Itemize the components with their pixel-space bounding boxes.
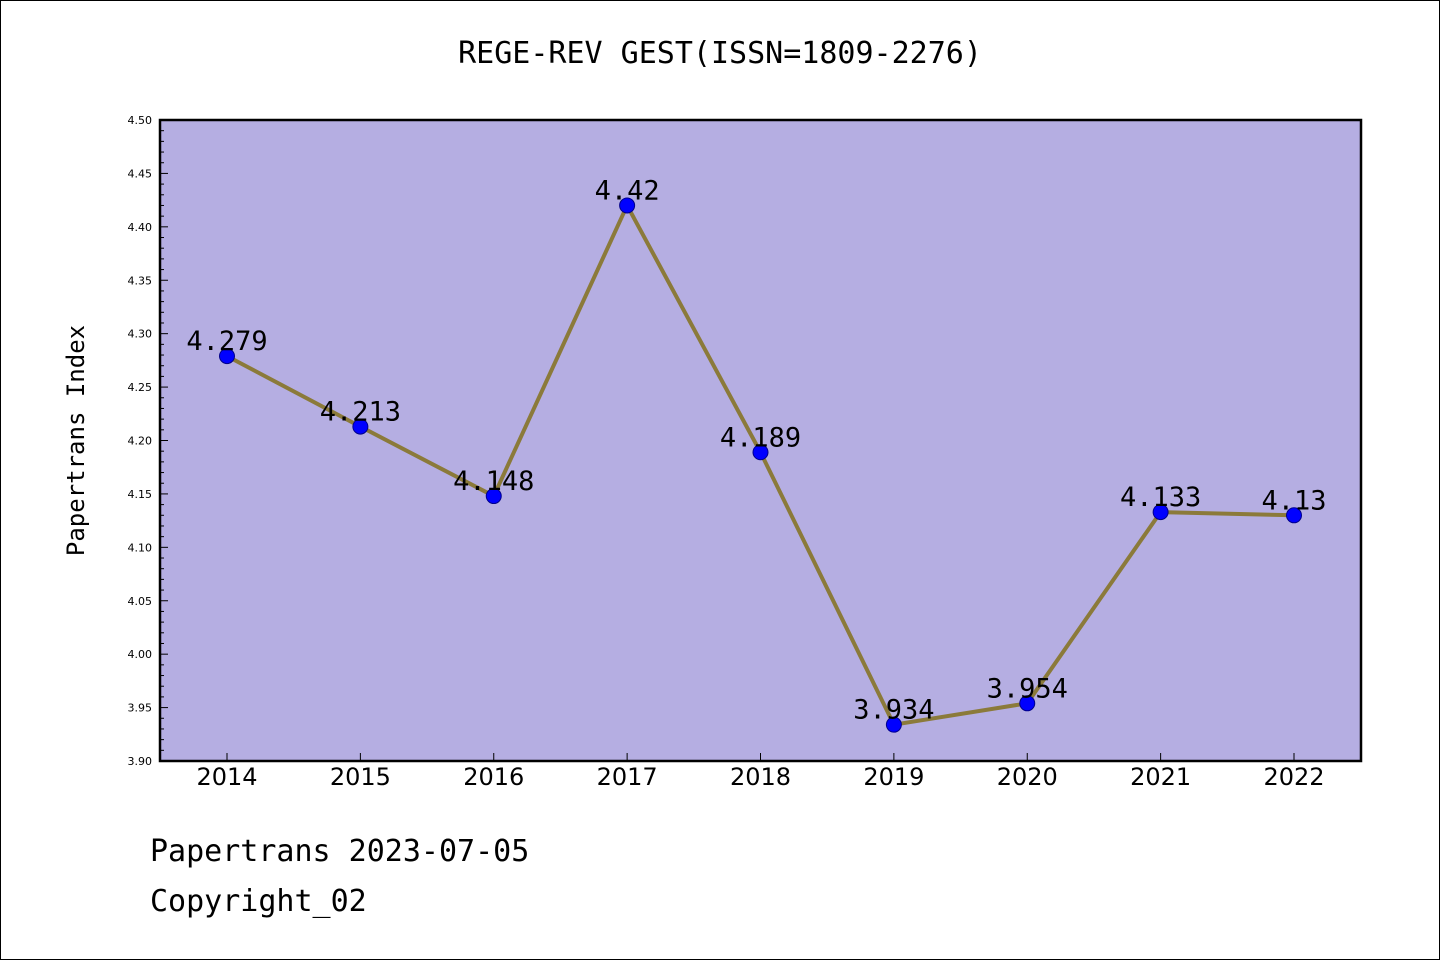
data-label: 3.934	[853, 695, 934, 726]
data-label: 4.133	[1120, 482, 1201, 513]
data-label: 4.279	[186, 326, 267, 357]
y-axis-title: Papertrans Index	[62, 325, 90, 556]
data-label: 4.148	[453, 466, 534, 497]
series-markers	[219, 197, 1302, 733]
y-tick-label: 4.15	[128, 488, 153, 501]
data-point	[619, 197, 636, 214]
x-tick-label: 2022	[1263, 763, 1324, 791]
data-point	[219, 348, 235, 365]
y-axis: 3.90 3.95 4.00 4.05 4.10 4.15 4.20 4.25 4.30 4.35…	[128, 114, 168, 768]
data-point	[485, 488, 502, 505]
x-tick-label: 2021	[1130, 763, 1191, 791]
x-axis: 2014 2015 2016 2017 2018 2019 2020 2021 2022	[196, 753, 1325, 791]
plot-area	[158, 118, 1363, 763]
footer-copyright-line: Copyright_02	[150, 884, 367, 919]
data-labels: 4.279 4.213 4.148 4.42 4.189 3.934 3.954 4.133 4…	[186, 175, 1326, 725]
data-label: 3.954	[987, 673, 1068, 704]
data-label: 4.42	[595, 175, 660, 206]
y-tick-label: 3.95	[128, 702, 153, 715]
x-tick-label: 2019	[863, 763, 924, 791]
data-point	[1019, 695, 1036, 712]
x-tick-label: 2014	[196, 763, 257, 791]
y-tick-label: 4.35	[128, 274, 153, 287]
data-point	[752, 444, 769, 461]
y-tick-label: 4.20	[128, 435, 153, 448]
y-tick-label: 4.50	[128, 114, 153, 127]
x-tick-label: 2020	[997, 763, 1058, 791]
data-point	[352, 418, 369, 435]
y-tick-label: 4.10	[128, 541, 153, 554]
chart-title: REGE-REV GEST(ISSN=1809-2276)	[458, 36, 982, 71]
y-tick-label: 4.30	[128, 328, 153, 341]
x-tick-label: 2017	[597, 763, 658, 791]
data-point	[1152, 504, 1169, 521]
y-tick-label: 4.05	[128, 595, 153, 608]
x-tick-label: 2018	[730, 763, 791, 791]
y-tick-label: 4.40	[128, 221, 153, 234]
data-point	[1286, 507, 1302, 524]
data-label: 4.213	[320, 397, 401, 428]
y-tick-label: 4.25	[128, 381, 153, 394]
x-tick-label: 2015	[330, 763, 391, 791]
data-label: 4.189	[720, 422, 801, 453]
y-tick-label: 4.45	[128, 167, 153, 180]
y-tick-label: 3.90	[128, 755, 153, 768]
data-point	[885, 716, 902, 733]
y-tick-label: 4.00	[128, 648, 153, 661]
x-tick-label: 2016	[463, 763, 524, 791]
data-label: 4.13	[1261, 485, 1326, 516]
footer-date-line: Papertrans 2023-07-05	[150, 834, 530, 869]
